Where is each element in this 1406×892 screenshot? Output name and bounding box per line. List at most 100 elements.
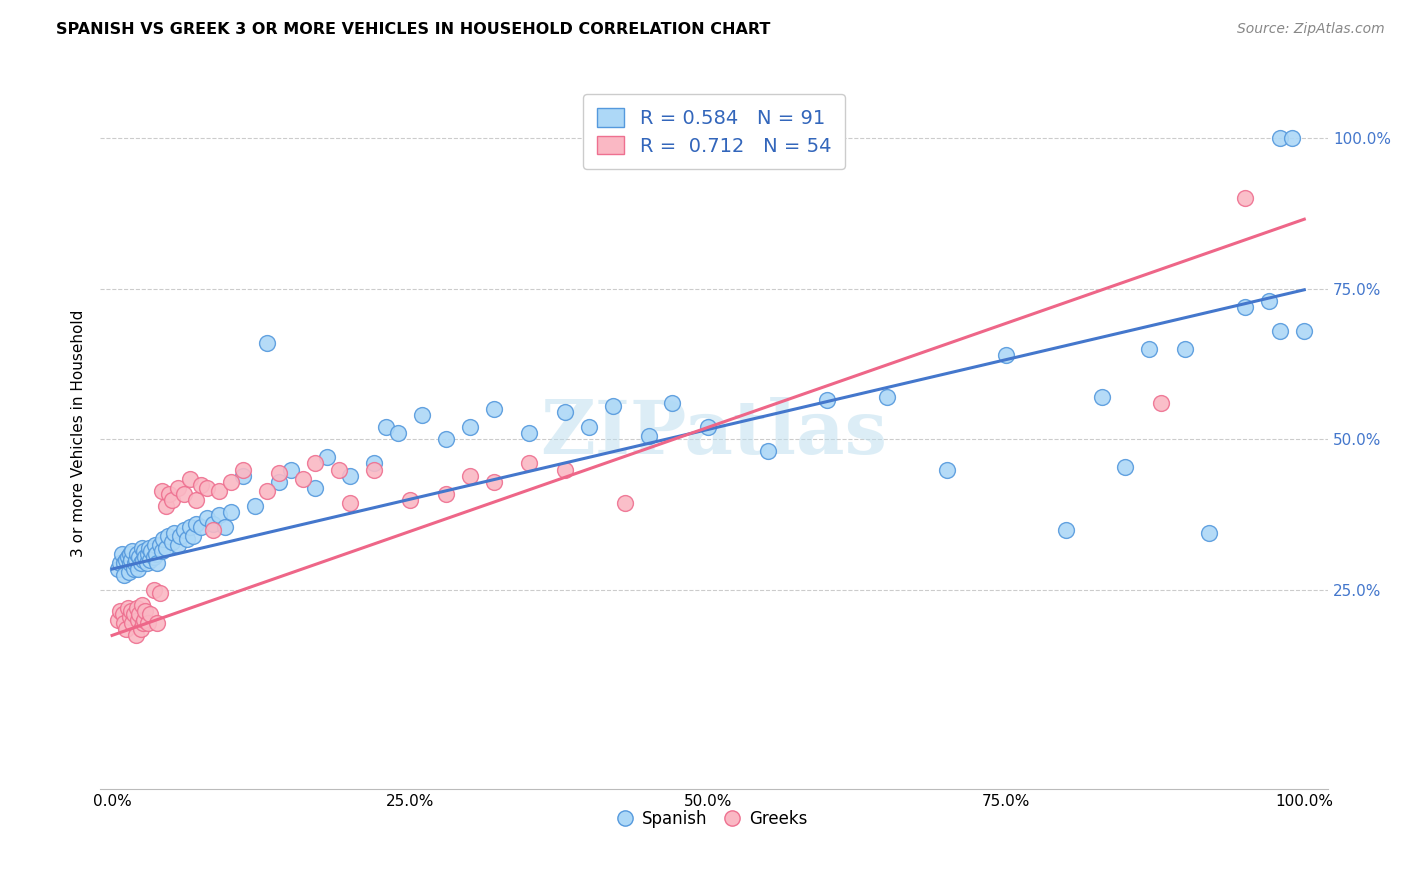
Point: [138, 541, 160, 555]
Point: [139, 607, 162, 622]
Point: [111, 607, 134, 622]
Point: [118, 556, 141, 570]
Y-axis label: 3 or more Vehicles in Household: 3 or more Vehicles in Household: [72, 310, 86, 557]
Point: [129, 556, 152, 570]
Point: [134, 544, 156, 558]
Point: [613, 496, 636, 510]
Point: [124, 556, 146, 570]
Point: [219, 475, 242, 489]
Point: [363, 457, 385, 471]
Point: [131, 599, 153, 613]
Point: [146, 616, 169, 631]
Point: [208, 483, 231, 498]
Point: [202, 516, 225, 531]
Point: [197, 481, 219, 495]
Point: [134, 613, 156, 627]
Point: [112, 568, 135, 582]
Point: [184, 516, 207, 531]
Point: [399, 492, 422, 507]
Point: [411, 409, 433, 423]
Point: [387, 426, 409, 441]
Point: [118, 610, 141, 624]
Point: [115, 623, 138, 637]
Point: [128, 607, 150, 622]
Point: [197, 510, 219, 524]
Point: [112, 616, 135, 631]
Point: [142, 549, 165, 564]
Point: [876, 390, 898, 404]
Point: [110, 547, 132, 561]
Point: [315, 450, 337, 465]
Point: [179, 520, 201, 534]
Point: [1270, 324, 1292, 338]
Point: [184, 492, 207, 507]
Point: [150, 483, 173, 498]
Point: [339, 496, 361, 510]
Point: [117, 549, 139, 564]
Point: [482, 475, 505, 489]
Point: [132, 616, 155, 631]
Point: [267, 475, 290, 489]
Point: [110, 604, 132, 618]
Point: [602, 399, 624, 413]
Point: [554, 462, 576, 476]
Point: [214, 520, 236, 534]
Point: [107, 562, 129, 576]
Point: [243, 499, 266, 513]
Point: [145, 547, 167, 561]
Point: [256, 483, 278, 498]
Point: [291, 472, 314, 486]
Point: [127, 562, 149, 576]
Point: [219, 505, 242, 519]
Point: [232, 462, 254, 476]
Point: [136, 616, 159, 631]
Point: [136, 547, 159, 561]
Point: [458, 420, 481, 434]
Point: [375, 420, 398, 434]
Point: [129, 623, 152, 637]
Point: [304, 457, 326, 471]
Point: [122, 607, 145, 622]
Point: [166, 481, 188, 495]
Point: [110, 556, 132, 570]
Point: [1233, 300, 1256, 314]
Point: [112, 556, 135, 570]
Point: [120, 553, 142, 567]
Point: [995, 348, 1018, 362]
Point: [208, 508, 231, 522]
Point: [132, 553, 155, 567]
Point: [554, 405, 576, 419]
Point: [1198, 525, 1220, 540]
Point: [125, 628, 148, 642]
Point: [134, 604, 156, 618]
Point: [135, 556, 157, 570]
Point: [131, 541, 153, 555]
Text: SPANISH VS GREEK 3 OR MORE VEHICLES IN HOUSEHOLD CORRELATION CHART: SPANISH VS GREEK 3 OR MORE VEHICLES IN H…: [56, 22, 770, 37]
Point: [232, 468, 254, 483]
Point: [517, 457, 540, 471]
Point: [434, 486, 457, 500]
Point: [107, 613, 129, 627]
Text: Source: ZipAtlas.com: Source: ZipAtlas.com: [1237, 22, 1385, 37]
Point: [142, 583, 165, 598]
Point: [458, 468, 481, 483]
Point: [202, 523, 225, 537]
Point: [118, 565, 141, 579]
Point: [1174, 342, 1197, 356]
Point: [181, 529, 204, 543]
Point: [517, 426, 540, 441]
Point: [152, 532, 174, 546]
Point: [117, 601, 139, 615]
Point: [935, 462, 957, 476]
Point: [166, 538, 188, 552]
Point: [328, 462, 350, 476]
Point: [339, 468, 361, 483]
Point: [128, 549, 150, 564]
Point: [173, 523, 195, 537]
Point: [121, 616, 143, 631]
Point: [482, 402, 505, 417]
Point: [127, 601, 149, 615]
Point: [163, 525, 186, 540]
Point: [637, 429, 659, 443]
Point: [149, 538, 172, 552]
